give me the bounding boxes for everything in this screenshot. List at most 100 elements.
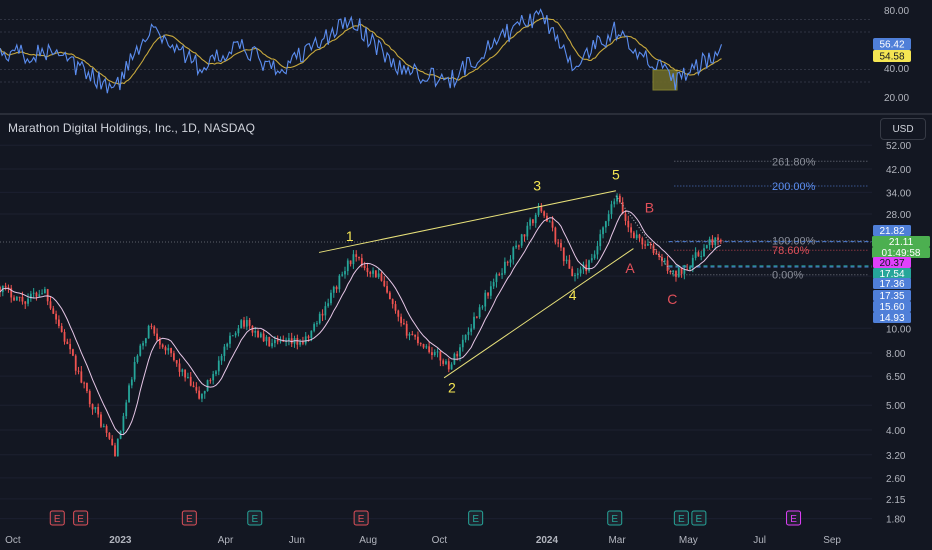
candle: [380, 271, 383, 282]
pane-divider[interactable]: [0, 113, 932, 115]
earnings-marker[interactable]: E: [468, 510, 484, 526]
earnings-marker[interactable]: E: [691, 510, 707, 526]
price-badge: 21.11: [872, 236, 930, 248]
candle: [24, 301, 27, 309]
earnings-marker[interactable]: E: [607, 510, 623, 526]
rsi-oversold-highlight: [652, 69, 678, 91]
rsi-line: [0, 8, 723, 94]
candle: [41, 289, 43, 295]
candle: [173, 350, 175, 362]
candle: [32, 288, 35, 299]
candle: [139, 343, 142, 357]
earnings-marker[interactable]: E: [247, 510, 263, 526]
candle: [290, 332, 293, 348]
svg-text:17.35: 17.35: [879, 291, 904, 302]
candle: [498, 272, 501, 276]
earnings-marker[interactable]: E: [786, 510, 802, 526]
candle: [529, 217, 532, 230]
svg-text:E: E: [358, 514, 365, 525]
candle: [487, 292, 489, 299]
candle: [711, 235, 714, 248]
candle: [175, 360, 178, 367]
candle: [579, 266, 582, 277]
candle: [229, 332, 231, 348]
candle: [551, 216, 554, 232]
candle: [27, 293, 29, 307]
candle: [604, 220, 607, 233]
candle: [220, 353, 223, 365]
fibonacci-extension[interactable]: 261.80% 200.00% 100.00%78.60% 0.00%: [668, 156, 872, 282]
candle: [63, 329, 66, 345]
candle: [150, 323, 153, 330]
candle: [341, 271, 344, 277]
candle: [411, 330, 414, 336]
time-axis: Oct 2023 Apr Jun Aug Oct 2024 Mar May Jul Sep: [5, 535, 841, 546]
time-label: Sep: [823, 535, 841, 546]
svg-text:E: E: [790, 514, 797, 525]
candle: [349, 260, 352, 267]
candle: [489, 281, 492, 300]
candle: [414, 334, 417, 340]
price-badges: 21.8221.1101:49:5820.3717.5417.3617.3515…: [872, 225, 930, 324]
candle: [700, 251, 703, 261]
candle: [388, 290, 391, 300]
candle: [296, 334, 299, 350]
price-badge: 20.37: [873, 257, 911, 269]
candle: [116, 438, 119, 457]
candle: [708, 236, 711, 250]
candle: [293, 335, 296, 348]
earnings-marker[interactable]: E: [673, 510, 689, 526]
candle: [189, 371, 192, 387]
candle: [83, 381, 86, 389]
rsi-levels: [0, 19, 872, 83]
candle: [520, 233, 523, 248]
candle: [153, 325, 156, 336]
candle: [582, 261, 585, 274]
candle: [88, 389, 91, 408]
candle: [201, 393, 203, 403]
candle: [77, 366, 80, 375]
candle: [52, 305, 55, 314]
earnings-marker[interactable]: E: [353, 510, 369, 526]
candle: [473, 312, 475, 330]
price-tick-label: 5.00: [886, 401, 906, 412]
candle: [475, 315, 478, 319]
earnings-marker[interactable]: E: [181, 510, 197, 526]
candle: [627, 215, 630, 233]
time-label: Aug: [359, 535, 377, 546]
candle: [548, 219, 551, 223]
candle: [181, 368, 184, 377]
candle: [108, 432, 111, 440]
rsi-tick-label: 20.00: [884, 93, 909, 104]
candle: [515, 240, 517, 250]
candle: [374, 270, 377, 278]
candle: [641, 236, 644, 250]
earnings-marker[interactable]: E: [49, 510, 65, 526]
candle: [602, 226, 604, 239]
price-tick-label: 34.00: [886, 188, 911, 199]
time-label: Oct: [5, 535, 21, 546]
earnings-marker[interactable]: E: [73, 510, 89, 526]
price-axis: 52.0042.0034.0028.0016.0010.008.006.505.…: [886, 141, 911, 525]
lower-wedge-line[interactable]: [443, 248, 634, 379]
candle: [18, 296, 21, 302]
candle: [501, 268, 503, 279]
currency-button[interactable]: USD: [880, 118, 926, 140]
candle: [209, 378, 212, 384]
wave-label-3: 3: [533, 177, 541, 193]
price-badge: 01:49:58: [872, 247, 930, 259]
candle: [226, 342, 229, 350]
candle: [425, 344, 428, 350]
candle: [203, 390, 206, 399]
elliott-wave-lines[interactable]: [318, 190, 675, 379]
candle: [632, 230, 635, 239]
candle: [74, 354, 77, 375]
candle: [689, 265, 691, 272]
wave-label-5: 5: [612, 167, 620, 183]
price-tick-label: 3.20: [886, 451, 906, 462]
upper-wedge-line[interactable]: [318, 190, 617, 253]
candle: [35, 291, 38, 301]
candle: [111, 435, 114, 446]
candle: [178, 358, 181, 377]
candle: [672, 270, 675, 277]
